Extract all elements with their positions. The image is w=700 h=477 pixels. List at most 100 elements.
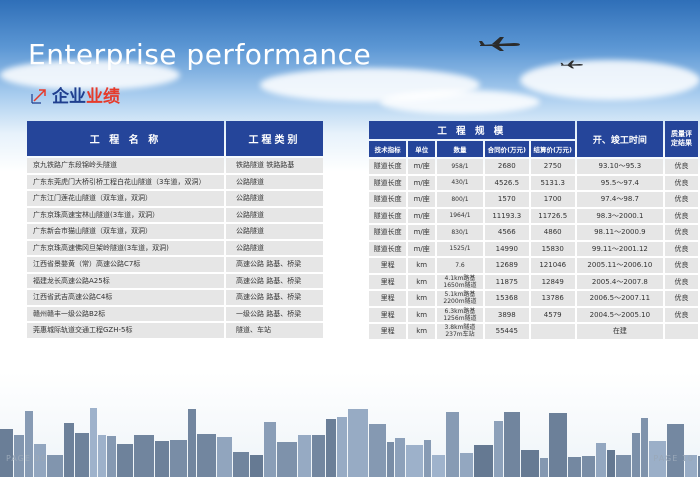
indicator-cell: 里程 bbox=[369, 324, 407, 339]
indicator-cell: 里程 bbox=[369, 258, 407, 273]
building bbox=[649, 441, 666, 477]
page-number-left: PAGE 09 bbox=[6, 454, 47, 463]
building bbox=[170, 440, 187, 477]
period-cell: 2006.5～2007.11 bbox=[576, 291, 664, 306]
period-cell: 98.3～2000.1 bbox=[576, 208, 664, 223]
settlement-price-cell bbox=[530, 324, 575, 339]
project-name-cell: 广东江门莲花山隧道（双车道，双洞） bbox=[27, 191, 224, 206]
building bbox=[25, 411, 33, 477]
building bbox=[348, 409, 368, 477]
project-type-cell: 隧道、车站 bbox=[226, 323, 323, 338]
unit-cell: m/座 bbox=[408, 192, 436, 207]
quantity-cell: 6.3km路基 1256m隧道 bbox=[437, 307, 483, 322]
project-type-cell: 铁路隧道 铁路路基 bbox=[226, 158, 323, 173]
building bbox=[217, 437, 232, 477]
indicator-cell: 里程 bbox=[369, 274, 407, 289]
airplane-icon bbox=[479, 37, 520, 51]
quantity-cell: 800/1 bbox=[437, 192, 483, 207]
project-name-cell: 广东东莞虎门大桥引桥工程白花山隧道（3车道，双洞） bbox=[27, 174, 224, 189]
contract-price-cell: 3898 bbox=[484, 307, 529, 322]
building bbox=[582, 456, 595, 477]
building bbox=[387, 442, 394, 477]
quantity-cell: 1964/1 bbox=[437, 208, 483, 223]
airplane-icon bbox=[560, 60, 583, 69]
settlement-price-cell: 2750 bbox=[530, 159, 575, 174]
building bbox=[494, 421, 503, 477]
unit-cell: m/座 bbox=[408, 241, 436, 256]
building bbox=[504, 412, 520, 477]
building bbox=[632, 433, 640, 477]
building bbox=[134, 435, 154, 477]
quantity-cell: 1525/1 bbox=[437, 241, 483, 256]
contract-price-cell: 11875 bbox=[484, 274, 529, 289]
section-subtitle: 企业 业绩 bbox=[30, 82, 120, 107]
table-row: 隧道长度 m/座 800/1 1570 1700 97.4～98.7 优良 bbox=[369, 192, 698, 207]
cloud bbox=[0, 60, 180, 90]
building bbox=[277, 442, 297, 477]
table-row: 江西省武吉高速公路C4标 高速公路 路基、桥梁 bbox=[27, 290, 323, 305]
quantity-cell: 4.1km路基 1650m隧道 bbox=[437, 274, 483, 289]
sub-header: 单位 bbox=[408, 141, 436, 157]
unit-cell: m/座 bbox=[408, 159, 436, 174]
contract-price-cell: 4566 bbox=[484, 225, 529, 240]
building bbox=[460, 453, 473, 477]
building bbox=[188, 409, 196, 477]
quality-result-cell: 优良 bbox=[665, 291, 698, 306]
contract-price-cell: 2680 bbox=[484, 159, 529, 174]
building bbox=[155, 441, 169, 477]
table-row: 京九铁路广东段锦岭头隧道 铁路隧道 铁路路基 bbox=[27, 158, 323, 173]
project-name-cell: 赣州赣丰一级公路B2标 bbox=[27, 306, 224, 321]
contract-price-cell: 4526.5 bbox=[484, 175, 529, 190]
table-row: 隧道长度 m/座 958/1 2680 2750 93.10～95.3 优良 bbox=[369, 159, 698, 174]
building bbox=[698, 456, 700, 477]
indicator-cell: 里程 bbox=[369, 291, 407, 306]
building bbox=[616, 455, 631, 477]
column-header-project-type: 工程类别 bbox=[226, 121, 323, 156]
period-cell: 99.11～2001.12 bbox=[576, 241, 664, 256]
project-name-cell: 莞惠城际轨道交通工程GZH-5标 bbox=[27, 323, 224, 338]
project-name-cell: 广东京珠高速宝林山隧道(3车道，双洞） bbox=[27, 207, 224, 222]
building bbox=[406, 445, 423, 477]
settlement-price-cell: 13786 bbox=[530, 291, 575, 306]
quantity-cell: 5.1km路基 2200m隧道 bbox=[437, 291, 483, 306]
unit-cell: m/座 bbox=[408, 208, 436, 223]
table-row: 广东东莞虎门大桥引桥工程白花山隧道（3车道，双洞） 公路隧道 bbox=[27, 174, 323, 189]
period-cell: 95.5～97.4 bbox=[576, 175, 664, 190]
sub-header: 数量 bbox=[437, 141, 483, 157]
column-header-time: 开、竣工时间 bbox=[576, 121, 664, 157]
building bbox=[432, 455, 445, 477]
unit-cell: km bbox=[408, 258, 436, 273]
indicator-cell: 隧道长度 bbox=[369, 241, 407, 256]
building bbox=[47, 455, 63, 477]
building bbox=[197, 434, 216, 477]
project-name-cell: 江西省武吉高速公路C4标 bbox=[27, 290, 224, 305]
unit-cell: km bbox=[408, 307, 436, 322]
indicator-cell: 里程 bbox=[369, 307, 407, 322]
settlement-price-cell: 15830 bbox=[530, 241, 575, 256]
quantity-cell: 3.8km隧道 237m车站 bbox=[437, 324, 483, 339]
table-row: 广东新会市猫山隧道（双车道，双洞） 公路隧道 bbox=[27, 224, 323, 239]
indicator-cell: 隧道长度 bbox=[369, 192, 407, 207]
unit-cell: km bbox=[408, 324, 436, 339]
subtitle-part2: 业绩 bbox=[86, 87, 120, 107]
project-type-cell: 公路隧道 bbox=[226, 207, 323, 222]
result-header-text: 质量评定结果 bbox=[671, 130, 693, 147]
building bbox=[117, 444, 133, 477]
building bbox=[250, 455, 263, 477]
quality-result-cell: 优良 bbox=[665, 307, 698, 322]
quality-result-cell: 优良 bbox=[665, 159, 698, 174]
building bbox=[14, 435, 24, 477]
quality-result-cell bbox=[665, 324, 698, 339]
table-row: 江西省景婺黄（常）高速公路C7标 高速公路 路基、桥梁 bbox=[27, 257, 323, 272]
sub-header: 合同价(万元) bbox=[484, 141, 529, 157]
quality-result-cell: 优良 bbox=[665, 225, 698, 240]
table-row: 隧道长度 m/座 830/1 4566 4860 98.11～2000.9 优良 bbox=[369, 225, 698, 240]
quantity-cell: 958/1 bbox=[437, 159, 483, 174]
contract-price-cell: 15368 bbox=[484, 291, 529, 306]
project-name-cell: 广东新会市猫山隧道（双车道，双洞） bbox=[27, 224, 224, 239]
building bbox=[596, 443, 606, 477]
table-row: 隧道长度 m/座 1964/1 11193.3 11726.5 98.3～2000.1 优良 bbox=[369, 208, 698, 223]
table-row: 莞惠城际轨道交通工程GZH-5标 隧道、车站 bbox=[27, 323, 323, 338]
building bbox=[0, 429, 13, 477]
contract-price-cell: 1570 bbox=[484, 192, 529, 207]
